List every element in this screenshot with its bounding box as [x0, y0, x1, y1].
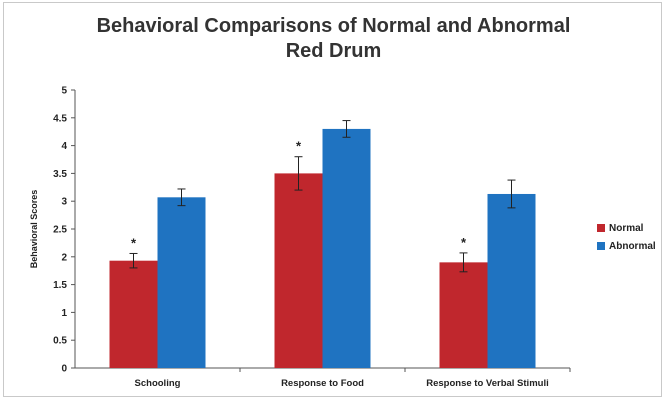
bar-abnormal: [322, 128, 371, 368]
bar-normal: [274, 173, 323, 368]
y-tick-label: 1.5: [53, 280, 67, 291]
y-tick-label: 4: [61, 141, 67, 152]
legend-label-abnormal: Abnormal: [609, 240, 656, 252]
y-tick-label: 2: [61, 252, 67, 263]
bar-normal: [439, 262, 488, 368]
chart-title-line-2: Red Drum: [285, 40, 382, 62]
y-tick-label: 0.5: [53, 336, 67, 347]
bar-normal: [109, 260, 158, 368]
significance-mark: *: [461, 235, 467, 250]
chart-title-line-1: Behavioral Comparisons of Normal and Abn…: [96, 15, 571, 37]
chart-title: Behavioral Comparisons of Normal and Abn…: [0, 14, 667, 64]
legend-item-normal: Normal: [597, 219, 656, 237]
y-tick-label: 4.5: [53, 113, 67, 124]
significance-mark: *: [131, 235, 137, 250]
x-tick-label: Schooling: [135, 378, 181, 389]
bar-abnormal: [487, 193, 536, 368]
legend-swatch-abnormal: [597, 242, 605, 250]
legend: Normal Abnormal: [597, 219, 656, 255]
y-tick-label: 3.5: [53, 169, 67, 180]
bar-abnormal: [157, 197, 206, 368]
y-tick-label: 0: [61, 364, 67, 375]
legend-item-abnormal: Abnormal: [597, 237, 656, 255]
y-tick-label: 3: [61, 197, 67, 208]
legend-swatch-normal: [597, 224, 605, 232]
legend-label-normal: Normal: [609, 222, 644, 234]
significance-mark: *: [296, 139, 302, 154]
x-tick-label: Response to Food: [281, 378, 364, 389]
y-tick-label: 1: [61, 308, 67, 319]
y-tick-label: 2.5: [53, 225, 67, 236]
y-tick-label: 5: [61, 86, 67, 97]
x-tick-label: Response to Verbal Stimuli: [426, 378, 548, 389]
y-axis-title: Behavioral Scores: [29, 190, 39, 269]
